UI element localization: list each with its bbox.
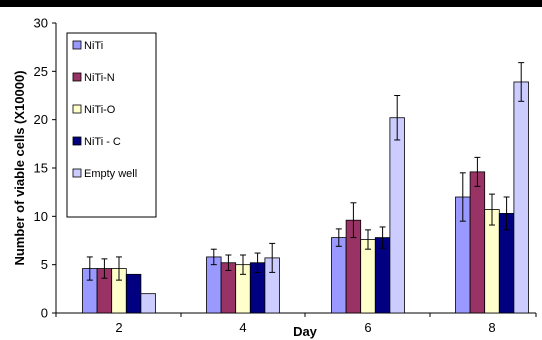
y-tick-label: 25 xyxy=(34,64,48,79)
bar-niti-c-day-6 xyxy=(374,237,391,314)
bar-niti-day-6 xyxy=(331,237,347,314)
y-axis-label: Number of viable cells (X10000) xyxy=(12,70,27,265)
chart-error-bars xyxy=(86,62,525,281)
bar-niti-o-day-6 xyxy=(360,239,376,314)
top-border-bar xyxy=(0,0,542,7)
legend-box xyxy=(66,32,157,218)
chart-legend: NiTi NiTi-N NiTi-O NiTi - C Empty well xyxy=(66,32,157,218)
legend-label: NiTi-O xyxy=(84,104,116,116)
y-tick-label: 0 xyxy=(41,306,48,321)
x-tick-label: 4 xyxy=(239,320,246,335)
chart-tick-labels: 0 5 10 15 20 25 30 2 4 6 8 xyxy=(34,16,496,336)
x-tick-label: 2 xyxy=(115,320,122,335)
legend-swatch xyxy=(72,168,82,178)
x-axis-label: Day xyxy=(293,324,318,339)
bar-emptywell-day-6 xyxy=(389,117,405,314)
legend-label: Empty well xyxy=(84,168,137,180)
bar-niti-day-4 xyxy=(206,256,222,314)
legend-label: NiTi-N xyxy=(84,72,115,84)
legend-label: NiTi xyxy=(84,40,103,52)
legend-label: NiTi - C xyxy=(84,136,121,148)
legend-swatch xyxy=(72,136,82,146)
y-tick-label: 20 xyxy=(34,112,48,127)
y-tick-label: 10 xyxy=(34,209,48,224)
y-tick-label: 15 xyxy=(34,161,48,176)
legend-swatch xyxy=(72,72,82,82)
bar-niti-n-day-8 xyxy=(469,171,486,314)
y-tick-label: 30 xyxy=(34,16,48,31)
x-tick-label: 8 xyxy=(488,320,495,335)
x-tick-label: 6 xyxy=(364,320,371,335)
bar-niti-c-day-2 xyxy=(125,273,142,314)
bar-emptywell-day-2 xyxy=(140,293,156,314)
bar-emptywell-day-8 xyxy=(513,81,529,314)
y-tick-label: 5 xyxy=(41,257,48,272)
legend-swatch xyxy=(72,40,82,50)
legend-swatch xyxy=(72,104,82,114)
